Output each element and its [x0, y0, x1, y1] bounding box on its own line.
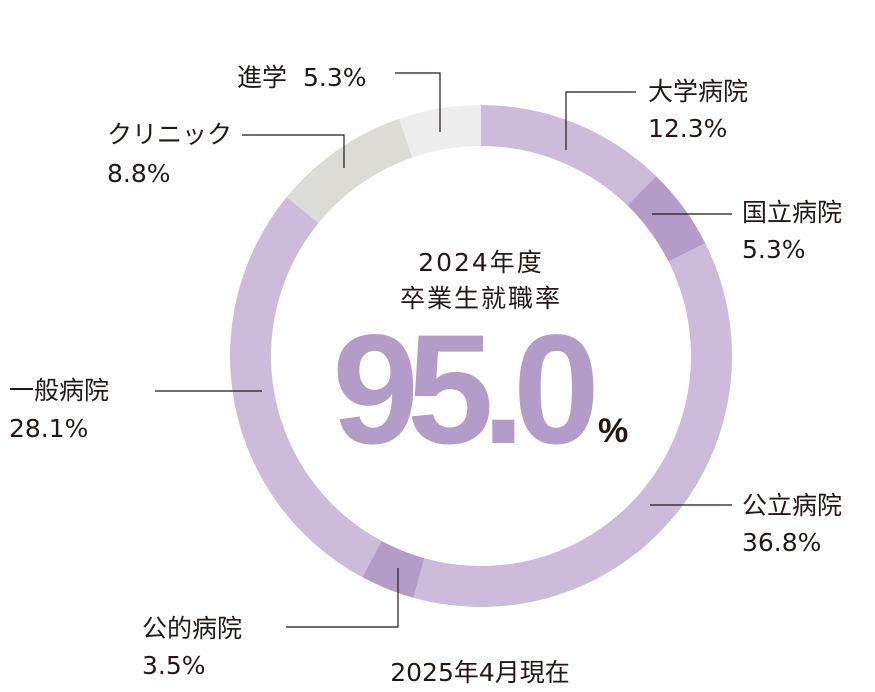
- donut-ring: [229, 105, 732, 608]
- center-title-year: 2024年度: [418, 248, 544, 277]
- center-title-rate: 卒業生就職率: [400, 284, 562, 313]
- donut-slice-general-hospital: [229, 197, 382, 578]
- donut-slice-university-hospital: [481, 105, 657, 206]
- slice-label-quasi-public-hospital: 公的病院: [142, 614, 242, 643]
- slice-value-clinic: 8.8%: [107, 159, 171, 188]
- donut-slice-clinic: [286, 118, 413, 224]
- slice-label-national-hospital: 国立病院: [742, 198, 842, 227]
- center-employment-rate: 95.0: [332, 303, 594, 477]
- donut-slice-quasi-public-hospital: [362, 541, 425, 598]
- leader-lines: [155, 72, 732, 628]
- slice-value-public-hospital: 36.8%: [742, 528, 821, 557]
- slice-value-university-hospital: 12.3%: [648, 114, 727, 143]
- slice-label-clinic: クリニック: [107, 120, 232, 149]
- slice-value-quasi-public-hospital: 3.5%: [142, 651, 206, 680]
- slice-label-further-study: 進学 5.3%: [237, 63, 366, 92]
- slice-label-further-study-name: 進学: [237, 63, 287, 92]
- slice-label-general-hospital: 一般病院: [9, 376, 109, 405]
- donut-slice-national-hospital: [627, 176, 706, 262]
- slice-value-general-hospital: 28.1%: [9, 414, 88, 443]
- leader-further-study: [395, 72, 441, 132]
- slice-label-university-hospital: 大学病院: [648, 77, 748, 106]
- footnote-as-of-date: 2025年4月現在: [390, 658, 570, 687]
- slice-value-national-hospital: 5.3%: [742, 235, 806, 264]
- slice-value-further-study: 5.3%: [303, 63, 367, 92]
- leader-university-hospital: [565, 91, 636, 150]
- leader-quasi-public-hospital: [286, 568, 399, 628]
- leader-clinic: [242, 134, 345, 168]
- slice-label-public-hospital: 公立病院: [742, 491, 842, 520]
- donut-slice-public-hospital: [413, 243, 732, 608]
- center-percent-sign: %: [598, 412, 628, 450]
